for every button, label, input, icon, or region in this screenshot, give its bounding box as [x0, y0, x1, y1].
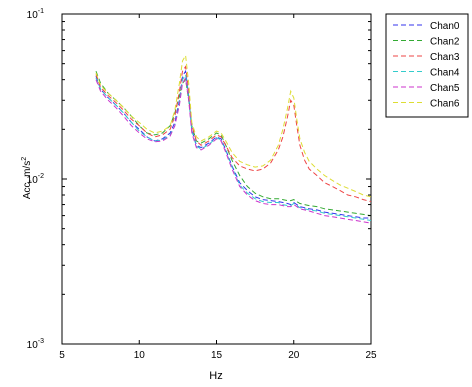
y-axis-label-sup: 2: [21, 157, 28, 161]
legend-label-chan5: Chan5: [430, 83, 460, 94]
series-line-chan2: [95, 71, 372, 217]
series-line-chan3: [95, 65, 372, 203]
legend-box: [385, 13, 469, 118]
legend-label-chan3: Chan3: [430, 52, 460, 63]
x-tick-label: 20: [288, 350, 300, 361]
y-tick-label: 10-3: [27, 338, 44, 351]
legend-label-chan2: Chan2: [430, 37, 460, 48]
legend-label-chan0: Chan0: [430, 21, 460, 32]
x-tick-label: 5: [59, 350, 65, 361]
x-tick-label: 15: [211, 350, 223, 361]
series-layer: [95, 53, 372, 224]
x-tick-label: 25: [365, 350, 377, 361]
series-line-chan6: [95, 53, 372, 198]
x-axis-label: Hz: [209, 370, 222, 382]
plot-area: [61, 13, 372, 345]
y-tick-label: 10-1: [27, 8, 44, 21]
legend-label-chan6: Chan6: [430, 99, 460, 110]
y-tick-label: 10-2: [27, 173, 44, 186]
x-tick-label: 10: [134, 350, 146, 361]
series-line-chan4: [95, 73, 372, 221]
series-line-chan5: [95, 76, 372, 224]
legend-items: Chan0 Chan2 Chan3 Chan4 Chan5 Chan6: [393, 21, 460, 110]
y-axis-label: Acc, m/s2: [21, 157, 33, 199]
tick-layer: 5 10 15 20 25 10-3 10-2 10-1: [27, 8, 377, 361]
legend-label-chan4: Chan4: [430, 68, 460, 79]
y-axis-label-text: Acc, m/s: [22, 161, 33, 199]
legend: Chan0 Chan2 Chan3 Chan4 Chan5 Chan6: [385, 13, 469, 118]
